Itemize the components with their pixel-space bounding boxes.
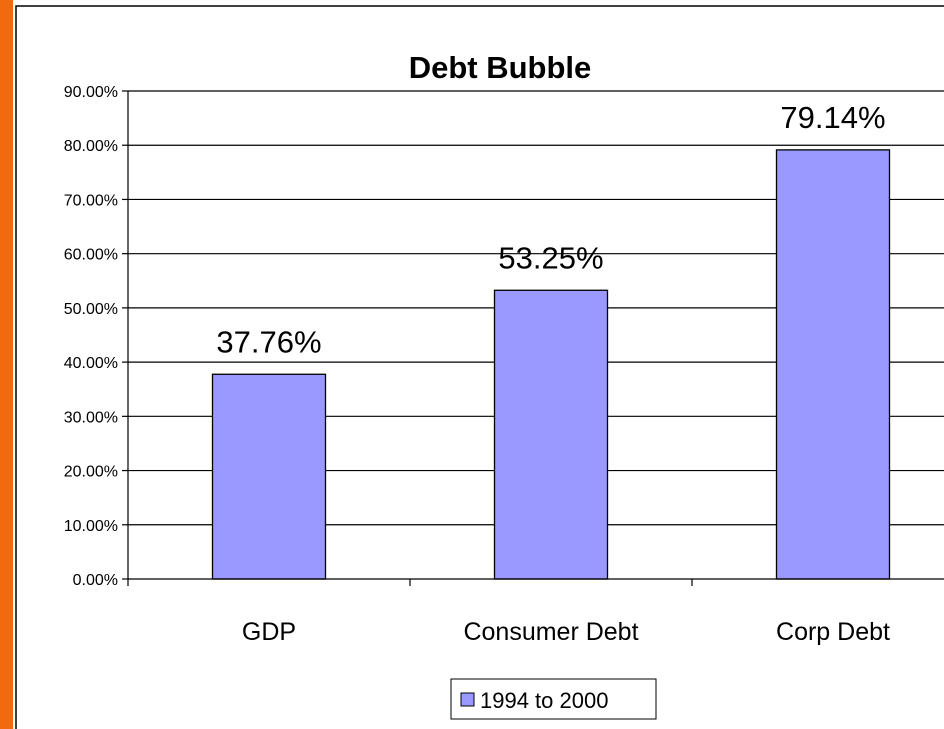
y-tick-label: 70.00% bbox=[64, 192, 118, 209]
x-category-label: GDP bbox=[242, 618, 296, 646]
y-tick-label: 90.00% bbox=[64, 84, 118, 101]
bars bbox=[211, 149, 891, 580]
data-label: 53.25% bbox=[498, 240, 603, 275]
bar-consumer-debt bbox=[493, 289, 609, 580]
y-tick-label: 40.00% bbox=[64, 355, 118, 372]
y-axis: 0.00% 10.00% 20.00% 30.00% 40.00% 50.00% 60.00… bbox=[64, 84, 129, 589]
legend-label: 1994 to 2000 bbox=[480, 688, 608, 713]
data-label: 37.76% bbox=[216, 324, 321, 359]
y-tick-label: 80.00% bbox=[64, 138, 118, 155]
data-label: 79.14% bbox=[780, 100, 885, 135]
y-tick-label: 0.00% bbox=[73, 572, 118, 589]
y-tick-label: 60.00% bbox=[64, 247, 118, 264]
legend-swatch bbox=[460, 692, 475, 707]
y-tick-label: 30.00% bbox=[64, 409, 118, 426]
x-axis: GDP Consumer Debt Corp Debt bbox=[127, 578, 944, 646]
bar-gdp bbox=[211, 373, 327, 580]
chart-frame bbox=[15, 5, 944, 729]
y-tick-label: 10.00% bbox=[64, 518, 118, 535]
x-category-label: Corp Debt bbox=[776, 618, 890, 646]
data-labels: 37.76% 53.25% 79.14% bbox=[216, 100, 885, 359]
legend: 1994 to 2000 bbox=[450, 678, 657, 720]
x-category-label: Consumer Debt bbox=[463, 618, 638, 646]
bar-corp-debt bbox=[775, 149, 891, 580]
y-tick-label: 20.00% bbox=[64, 464, 118, 481]
y-tick-label: 50.00% bbox=[64, 301, 118, 318]
legend-box bbox=[450, 678, 657, 720]
chart-title: Debt Bubble bbox=[409, 50, 592, 85]
accent-border bbox=[0, 0, 13, 729]
